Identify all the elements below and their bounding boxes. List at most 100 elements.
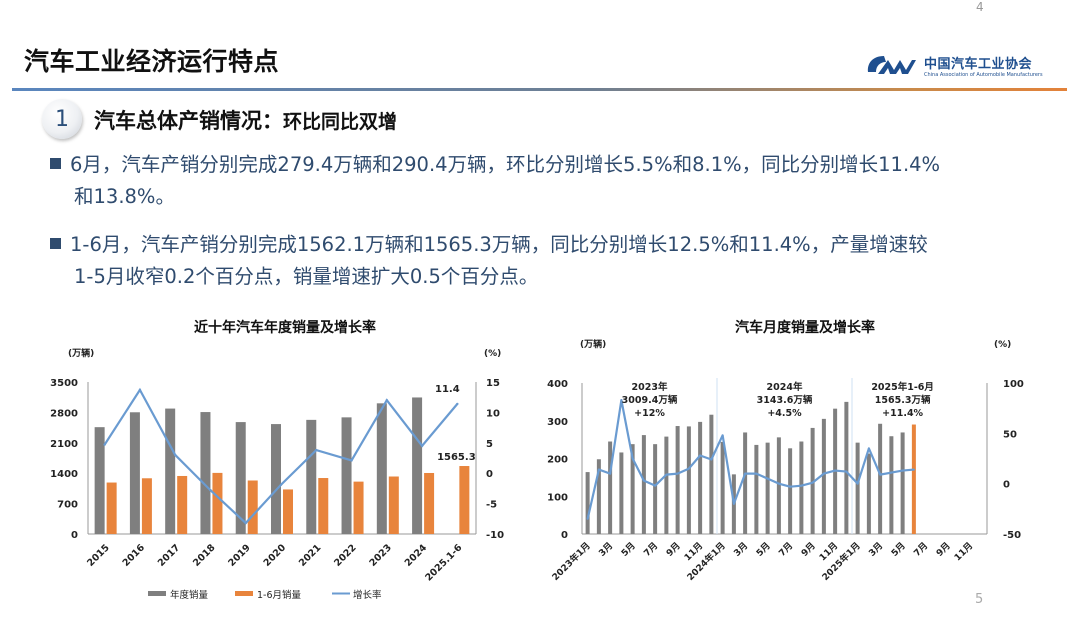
title-divider: [12, 88, 1067, 91]
chart1-bar-h1: [177, 475, 188, 534]
chart1-bar-h1: [318, 478, 329, 534]
logo-cn-text: 中国汽车工业协会: [924, 56, 1033, 72]
chart2-xtick: 3月: [732, 540, 751, 559]
chart2-xtick: 3月: [867, 540, 886, 559]
chart1-bar-h1: [141, 478, 152, 534]
chart1-y2tick: 5: [486, 439, 493, 450]
chart1-growth-point: [138, 388, 142, 392]
chart2-bar: [709, 414, 714, 534]
bullet-june: 6月，汽车产销分别完成279.4万辆和290.4万辆，环比分别增长5.5%和8.…: [50, 149, 940, 213]
legend-h1-label: 1-6月销量: [257, 589, 302, 601]
caam-logo-mark-icon: [867, 56, 916, 74]
chart1-xtick: 2017: [156, 542, 182, 568]
section-title: 汽车总体产销情况：环比同比双增: [94, 105, 397, 135]
chart1-bar-h1: [212, 472, 223, 534]
chart2-bar: [855, 442, 860, 534]
chart2-xtick: 5月: [889, 540, 908, 559]
chart2-xtick: 5月: [619, 540, 638, 559]
annual-sales-chart: 近十年汽车年度销量及增长率 (万辆) (%) 11.4 1565.3 0 700 14…: [50, 319, 504, 601]
chart2-bar: [608, 441, 613, 534]
chart1-label-h1-2025: 1565.3: [437, 452, 476, 463]
chart2-growth-point: [597, 468, 600, 471]
chart2-growth-point: [744, 472, 747, 475]
chart2-bar-highlight: [911, 424, 916, 534]
chart2-y2tick: 100: [1003, 379, 1024, 390]
chart2-y2label: (%): [994, 340, 1011, 350]
chart1-label-growth: 11.4: [435, 384, 460, 395]
chart1-bar-annual: [271, 424, 281, 534]
chart2-growth-point: [654, 484, 657, 487]
chart2-xtick: 7月: [642, 540, 661, 559]
chart1-ytick: 700: [57, 500, 78, 511]
chart2-growth-point: [710, 458, 713, 461]
chart2-ytick: 300: [547, 417, 568, 428]
chart2-growth-point: [811, 481, 814, 484]
chart2-xtick: 9月: [799, 540, 818, 559]
chart2-bar: [776, 437, 781, 534]
chart1-xtick: 2020: [262, 542, 289, 569]
chart2-bar: [799, 441, 804, 534]
chart1-growth-point: [244, 521, 247, 525]
chart2-y2tick: 0: [1003, 480, 1010, 491]
chart1-bar-annual: [306, 419, 317, 534]
annotation-volume: 3009.4万辆: [622, 394, 678, 406]
chart2-ytick: 0: [561, 530, 568, 541]
chart2-growth-point: [631, 457, 634, 460]
chart1-y2tick: -10: [486, 530, 504, 541]
chart2-bar: [630, 444, 635, 534]
chart1-bar-h1: [353, 481, 364, 534]
chart1-xtick: 2021: [297, 542, 323, 568]
chart2-bar: [878, 423, 883, 534]
chart1-bar-h1: [283, 489, 293, 534]
bullet-square-icon: [50, 158, 61, 169]
chart2-bar: [619, 452, 624, 534]
chart2-growth-point: [777, 482, 780, 485]
chart1-bar-h1: [459, 466, 470, 534]
chart1-growth-point: [173, 453, 177, 457]
chart1-xtick: 2015: [85, 542, 111, 568]
chart1-xtick: 2022: [332, 542, 358, 568]
chart2-growth-point: [822, 472, 825, 475]
chart2-bar: [765, 442, 770, 534]
chart2-y2tick: -50: [1003, 530, 1021, 541]
chart1-y2tick: -5: [486, 500, 497, 511]
bullet-h1: 1-6月，汽车产销分别完成1562.1万辆和1565.3万辆，同比分别增长12.…: [50, 229, 928, 293]
bullet-text-line1: 6月，汽车产销分别完成279.4万辆和290.4万辆，环比分别增长5.5%和8.…: [70, 153, 941, 176]
chart2-growth-point: [665, 473, 668, 476]
annotation-growth: +11.4%: [882, 408, 923, 419]
bullet-text-line1: 1-6月，汽车产销分别完成1562.1万辆和1565.3万辆，同比分别增长12.…: [70, 233, 928, 256]
chart1-bar-annual: [341, 417, 352, 534]
chart2-bar: [720, 441, 725, 534]
chart1-ytick: 2800: [50, 408, 78, 419]
chart2-ytick: 200: [547, 455, 568, 466]
chart2-growth-point: [687, 467, 690, 470]
chart1-growth-point: [315, 448, 318, 452]
chart2-xtick: 5月: [754, 540, 773, 559]
chart2-xtick: 9月: [934, 540, 953, 559]
chart2-ytick: 400: [547, 379, 568, 390]
chart2-ytick: 100: [547, 492, 568, 503]
chart2-xtick: 2023年1月: [549, 540, 592, 583]
logo-en-text: China Association of Automobile Manufact…: [924, 71, 1043, 78]
bullet-text-line2: 和13.8%。: [74, 185, 175, 208]
annotation-volume: 3143.6万辆: [757, 394, 813, 406]
chart2-growth-point: [856, 482, 859, 485]
chart1-xtick: 2016: [121, 542, 148, 569]
chart1-bar-annual: [94, 427, 105, 534]
chart2-growth-point: [834, 469, 837, 472]
annotation-year: 2023年: [632, 381, 668, 393]
chart1-growth-point: [279, 483, 283, 486]
chart2-ylabel: (万辆): [580, 338, 606, 350]
chart1-growth-point: [456, 402, 459, 406]
page-number-bottom: 5: [975, 592, 984, 607]
chart2-growth-point: [890, 471, 893, 474]
chart1-bar-h1: [247, 480, 258, 534]
page-number-top: 4: [976, 0, 984, 14]
chart2-growth-point: [699, 454, 702, 457]
chart1-growth-point: [209, 489, 212, 492]
chart1-bar-h1: [424, 472, 435, 534]
chart2-bar: [743, 432, 748, 534]
chart2-growth-point: [800, 484, 803, 487]
